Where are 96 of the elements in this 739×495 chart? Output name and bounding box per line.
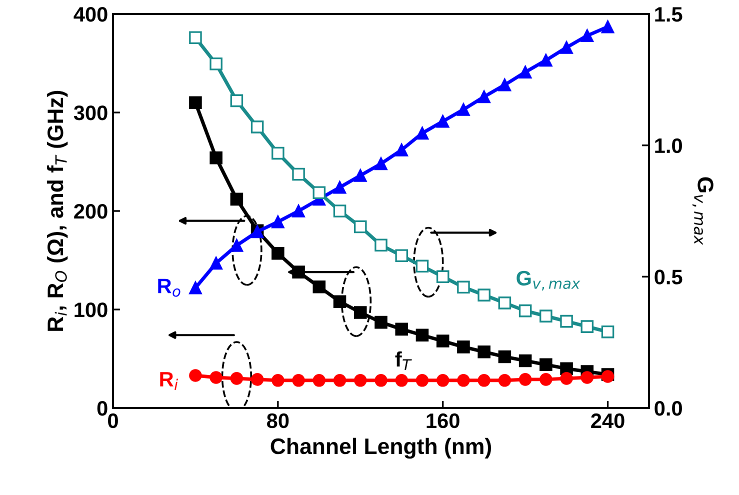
point: [498, 374, 512, 387]
point: [416, 328, 429, 342]
point: [272, 146, 284, 160]
point: [560, 314, 573, 328]
point: [580, 29, 594, 42]
point: [210, 58, 222, 70]
point: [478, 374, 490, 387]
point: [230, 239, 244, 252]
point: [333, 295, 346, 308]
point: [292, 374, 305, 387]
point: [210, 256, 222, 270]
point: [540, 310, 552, 322]
point: [498, 78, 512, 92]
point: [518, 373, 532, 386]
point: [395, 374, 408, 387]
point: [540, 358, 552, 372]
point: [272, 374, 284, 387]
point: [498, 296, 512, 310]
point: [374, 157, 388, 170]
point: [416, 126, 429, 140]
y-tick-label: 400: [74, 7, 108, 22]
series-label: R$_{i}$: [160, 372, 178, 390]
point: [580, 371, 594, 384]
y2-tick-label: 1.5: [655, 7, 682, 22]
y2-axis-title: G$_{v,max}$: [692, 177, 714, 246]
point: [518, 354, 532, 368]
point: [210, 371, 222, 384]
series-label: R$_{o}$: [158, 278, 180, 297]
point: [230, 372, 244, 385]
point: [189, 31, 202, 44]
point: [478, 90, 490, 104]
point: [312, 186, 326, 200]
point: [457, 340, 470, 354]
point: [457, 103, 470, 116]
point: [189, 369, 202, 382]
y2-tick-label: 1.0: [655, 138, 682, 154]
y2-tick-label: 0.5: [654, 270, 682, 284]
point: [518, 66, 532, 79]
point: [292, 204, 305, 218]
point: [189, 96, 202, 110]
point: [560, 41, 573, 54]
point: [478, 345, 490, 358]
point: [272, 215, 284, 228]
point: [395, 322, 408, 336]
y-axis-title: R$_{i}$, R$_{O}$ (Ω), and f$_{T}$ (GHz): [46, 90, 68, 331]
y-tick-label: 200: [74, 204, 108, 219]
x-tick-label: 80: [267, 413, 289, 428]
point: [272, 246, 284, 260]
point: [416, 374, 429, 387]
point: [498, 350, 512, 364]
x-tick-label: 240: [591, 413, 624, 428]
x-tick-label: 160: [426, 413, 460, 428]
series-label: f$_{T}$: [395, 351, 412, 370]
point: [189, 281, 202, 294]
point: [312, 280, 326, 294]
x-tick-label: 0: [108, 413, 118, 428]
point: [374, 374, 388, 387]
y2-tick-label: 0.0: [654, 401, 682, 416]
point: [580, 320, 594, 333]
point: [436, 334, 450, 348]
x-axis-title: Channel Length (nm): [270, 438, 492, 459]
point: [354, 220, 367, 234]
point: [457, 280, 470, 294]
point: [333, 180, 346, 194]
point: [436, 374, 450, 387]
point: [560, 372, 573, 385]
point: [436, 114, 450, 128]
point: [250, 373, 264, 386]
point: [416, 260, 429, 273]
y-tick-label: 0: [97, 401, 108, 416]
point: [540, 54, 552, 67]
point: [540, 373, 552, 386]
point: [333, 204, 346, 218]
point: [601, 325, 614, 338]
point: [395, 144, 408, 156]
point: [354, 374, 367, 387]
point: [230, 192, 244, 206]
point: [436, 270, 450, 284]
point: [250, 120, 264, 134]
point: [354, 169, 367, 182]
point: [230, 94, 244, 108]
point: [312, 374, 326, 387]
point: [210, 151, 222, 164]
point: [457, 374, 470, 387]
point: [395, 249, 408, 262]
y-tick-label: 300: [74, 106, 108, 120]
point: [292, 168, 305, 181]
point: [518, 304, 532, 318]
point: [333, 374, 346, 387]
point: [374, 238, 388, 252]
point: [374, 316, 388, 329]
point: [601, 20, 614, 34]
point: [354, 306, 367, 319]
point: [478, 288, 490, 302]
series-label: G$_{v,max}$: [516, 270, 580, 290]
y-tick-label: 100: [74, 302, 108, 318]
